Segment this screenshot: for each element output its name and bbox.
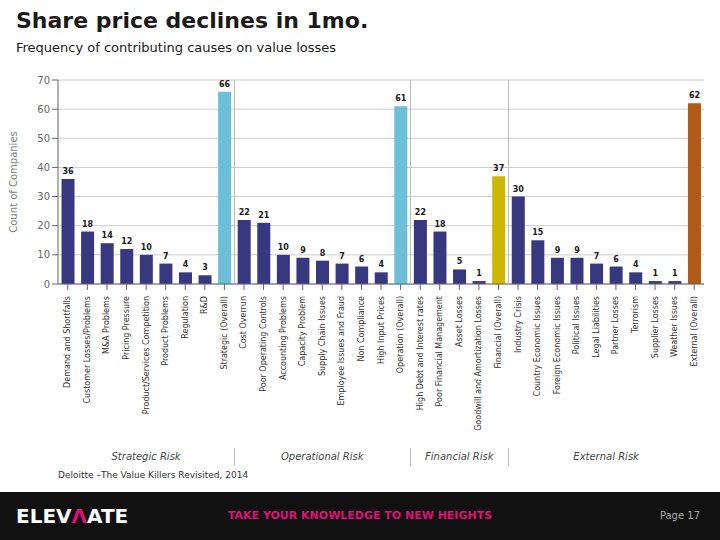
svg-text:Financial (Overall): Financial (Overall) (494, 296, 503, 368)
svg-text:Product Problems: Product Problems (161, 296, 170, 366)
svg-text:40: 40 (37, 162, 50, 173)
svg-text:4: 4 (633, 260, 639, 269)
svg-text:Country Economic Issues: Country Economic Issues (533, 296, 542, 396)
svg-text:7: 7 (339, 252, 345, 261)
svg-text:36: 36 (62, 167, 74, 176)
svg-text:14: 14 (102, 231, 114, 240)
svg-text:10: 10 (37, 249, 50, 260)
svg-text:8: 8 (320, 249, 326, 258)
svg-text:Customer Losses/Problems: Customer Losses/Problems (83, 296, 92, 404)
svg-text:62: 62 (689, 91, 700, 100)
svg-text:5: 5 (457, 257, 463, 266)
svg-text:Product/Services Competition: Product/Services Competition (142, 296, 151, 414)
svg-text:6: 6 (359, 255, 365, 264)
svg-text:21: 21 (258, 211, 270, 220)
svg-text:Pricing Pressure: Pricing Pressure (122, 296, 131, 360)
svg-text:Poor Operating Controls: Poor Operating Controls (259, 296, 268, 392)
html-text:Strategic Risk: Strategic Risk (111, 451, 181, 462)
svg-text:10: 10 (278, 243, 290, 252)
svg-text:6: 6 (613, 255, 619, 264)
svg-text:30: 30 (37, 191, 50, 202)
svg-text:22: 22 (415, 208, 426, 217)
svg-text:Terrorism: Terrorism (631, 296, 640, 334)
html-text:TAKE YOUR KNOWLEDGE TO NEW HEI: TAKE YOUR KNOWLEDGE TO NEW HEIGHTS (227, 509, 493, 522)
svg-text:7: 7 (594, 252, 600, 261)
svg-text:Political Issues: Political Issues (572, 296, 581, 354)
svg-text:External (Overall): External (Overall) (690, 296, 699, 367)
html-text:External Risk: External Risk (573, 451, 639, 462)
svg-text:High Input Prices: High Input Prices (377, 296, 386, 364)
svg-text:4: 4 (183, 260, 189, 269)
svg-text:Demand and Shortfalls: Demand and Shortfalls (63, 296, 72, 388)
svg-text:37: 37 (493, 164, 504, 173)
html-text:ELEV Λ ATE: ELEV Λ ATE (16, 504, 129, 528)
svg-text:1: 1 (653, 269, 659, 278)
svg-text:Partner Losses: Partner Losses (611, 296, 620, 354)
svg-text:12: 12 (121, 237, 132, 246)
svg-text:Cost Overrun: Cost Overrun (239, 296, 248, 349)
svg-text:Employee Issues and Fraud: Employee Issues and Fraud (337, 296, 346, 406)
svg-text:Foreign Economic Issues: Foreign Economic Issues (553, 296, 562, 394)
svg-text:Non Compliance: Non Compliance (357, 296, 366, 362)
svg-text:Supply Chain Issues: Supply Chain Issues (318, 296, 327, 376)
svg-text:30: 30 (513, 185, 525, 194)
html-text:Deloitte –The Value Killers Re: Deloitte –The Value Killers Revisited, 2… (58, 470, 249, 480)
svg-text:Goodwill and Amortization Loss: Goodwill and Amortization Losses (474, 296, 483, 431)
svg-text:66: 66 (219, 80, 231, 89)
svg-text:R&D: R&D (200, 296, 209, 314)
svg-text:Legal Liabilities: Legal Liabilities (592, 296, 601, 358)
svg-text:High Debt and Interest rates: High Debt and Interest rates (416, 296, 425, 410)
html-text:Financial Risk: Financial Risk (425, 451, 494, 462)
svg-text:Capacity Problem: Capacity Problem (298, 296, 307, 366)
svg-text:60: 60 (37, 104, 50, 115)
svg-text:Industry Crisis: Industry Crisis (514, 296, 523, 353)
svg-text:61: 61 (395, 94, 407, 103)
svg-text:50: 50 (37, 133, 50, 144)
svg-text:Strategic (Overall): Strategic (Overall) (220, 296, 229, 370)
svg-text:3: 3 (202, 263, 208, 272)
html-text:Operational Risk: Operational Risk (281, 451, 364, 462)
svg-text:9: 9 (555, 246, 561, 255)
svg-text:Weather Issues: Weather Issues (670, 296, 679, 357)
svg-text:Regulation: Regulation (181, 296, 190, 339)
svg-text:18: 18 (82, 220, 94, 229)
svg-text:18: 18 (434, 220, 446, 229)
svg-text:7: 7 (163, 252, 169, 261)
svg-text:4: 4 (378, 260, 384, 269)
html-text:Page 17: Page 17 (659, 510, 700, 521)
svg-text:15: 15 (532, 228, 544, 237)
svg-text:9: 9 (574, 246, 580, 255)
svg-text:Supplier Losses: Supplier Losses (651, 296, 660, 358)
svg-text:1: 1 (476, 269, 482, 278)
svg-text:Count of Companies: Count of Companies (8, 131, 19, 233)
svg-text:Poor Financial Management: Poor Financial Management (435, 296, 444, 406)
svg-text:Asset Losses: Asset Losses (455, 296, 464, 347)
svg-text:22: 22 (239, 208, 250, 217)
svg-text:M&A Problems: M&A Problems (102, 296, 111, 354)
html-text:Frequency of contributing caus: Frequency of contributing causes on valu… (16, 40, 337, 55)
svg-text:1: 1 (672, 269, 678, 278)
svg-text:20: 20 (37, 220, 50, 231)
svg-text:70: 70 (37, 75, 50, 86)
svg-text:Operation (Overall): Operation (Overall) (396, 296, 405, 373)
svg-text:10: 10 (141, 243, 153, 252)
html-text:Share price declines in 1mo.: Share price declines in 1mo. (16, 8, 369, 33)
svg-text:Accounting Problems: Accounting Problems (279, 296, 288, 380)
svg-text:0: 0 (44, 279, 50, 290)
svg-text:9: 9 (300, 246, 306, 255)
